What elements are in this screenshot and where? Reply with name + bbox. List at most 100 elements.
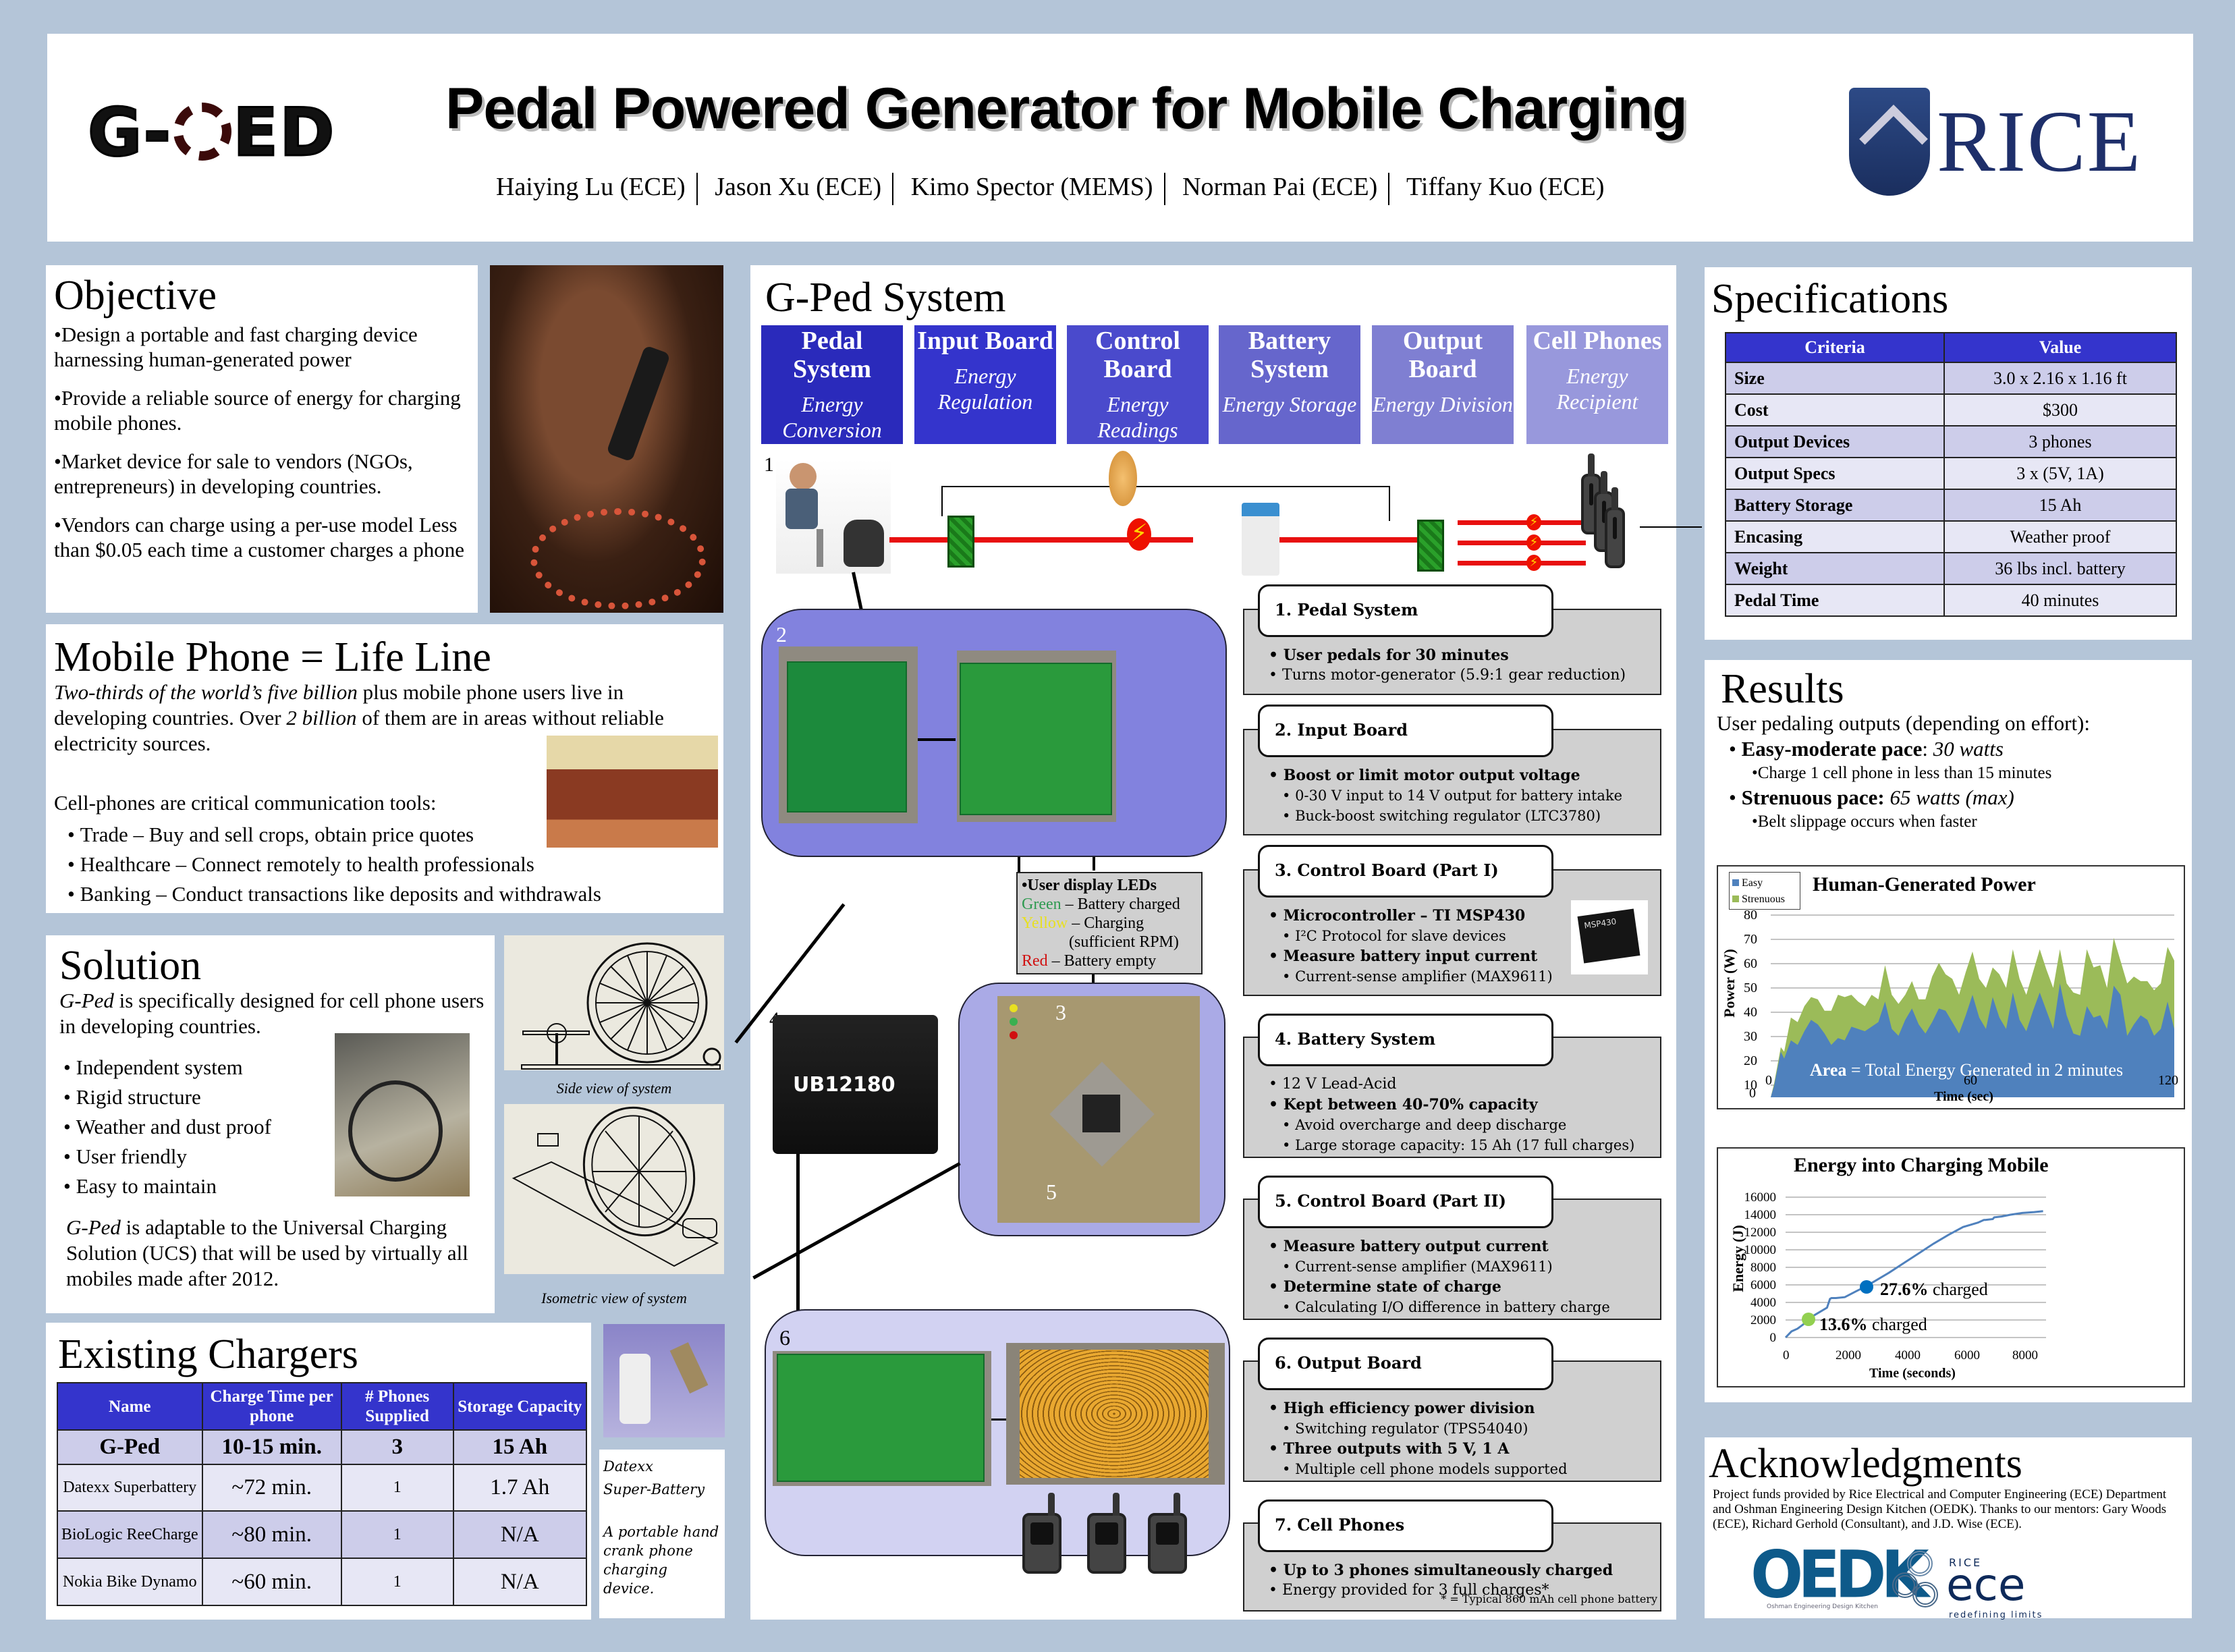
results-strenuous: • Strenuous pace: 65 watts (max) <box>1729 786 2014 809</box>
lightning-icon: ⚡ <box>1526 514 1541 530</box>
energy-charging-chart: Energy into Charging Mobile Energy (J) 1… <box>1717 1147 2185 1387</box>
lifeline-panel: Mobile Phone = Life Line Two-thirds of t… <box>46 624 723 913</box>
marker-label: 27.6% 27.6% chargedcharged <box>1880 1279 1988 1299</box>
battery-icon <box>1242 503 1279 576</box>
gear-icon <box>173 103 232 161</box>
ece-logo: ece <box>1946 1559 2026 1611</box>
step-input-board: 2. Input Board • Boost or limit motor ou… <box>1243 705 1661 837</box>
control-board-group: 3 5 <box>958 983 1225 1236</box>
stage-output-board: Output Board Energy Division <box>1372 325 1514 444</box>
svg-text:6000: 6000 <box>1750 1278 1776 1292</box>
cell-phone-icon <box>1087 1493 1126 1574</box>
lifeline-tool: Banking – Conduct transactions like depo… <box>67 879 601 909</box>
step-battery-system: 4. Battery System • 12 V Lead-Acid • Kep… <box>1243 1006 1661 1159</box>
table-row: Encasing Weather proof <box>1725 520 2177 553</box>
solution-panel: Solution G-Ped is specifically designed … <box>46 935 495 1313</box>
system-title: G-Ped System <box>765 275 1006 321</box>
lifeline-tool: Healthcare – Connect remotely to health … <box>67 850 601 879</box>
column-header: Value <box>1943 332 2177 363</box>
column-header: Storage Capacity <box>452 1382 587 1431</box>
input-board-group: 2 <box>761 609 1227 857</box>
solution-title: Solution <box>59 943 202 989</box>
existing-chargers-panel: Existing Chargers Name Charge Time per p… <box>46 1323 591 1620</box>
svg-text:80: 80 <box>1744 908 1757 923</box>
author: Tiffany Kuo (ECE) <box>1406 173 1605 201</box>
step-control-board-1: 3. Control Board (Part I) • Microcontrol… <box>1243 845 1661 997</box>
table-row: Output Specs 3 x (5V, 1A) <box>1725 457 2177 490</box>
table-row: Nokia Bike Dynamo ~60 min. 1 N/A <box>57 1558 587 1606</box>
brain-icon <box>1109 451 1137 506</box>
svg-text:4000: 4000 <box>1750 1296 1776 1310</box>
lightning-icon: ⚡ <box>1526 534 1541 551</box>
rice-ece-knot-icon <box>1892 1545 1938 1613</box>
output-board-pcb-icon <box>1417 520 1444 572</box>
column-header: Charge Time per phone <box>201 1382 342 1431</box>
svg-text:2000: 2000 <box>1750 1313 1776 1327</box>
child-with-phone-photo <box>490 265 723 613</box>
ece-logo-top: RICE <box>1949 1556 1983 1569</box>
poster-title: Pedal Powered Generator for Mobile Charg… <box>445 76 1688 141</box>
cad-side-view <box>504 935 724 1070</box>
output-board-photo <box>773 1351 991 1486</box>
rice-logo: RICE <box>1849 88 2142 196</box>
results-easy-note: •Charge 1 cell phone in less than 15 min… <box>1752 764 2052 782</box>
solution-bullet: Rigid structure <box>63 1082 271 1112</box>
solution-bullet: User friendly <box>63 1142 271 1172</box>
svg-text:20: 20 <box>1744 1053 1757 1068</box>
exercise-bike-photo <box>776 459 891 574</box>
solution-bullet: Easy to maintain <box>63 1172 271 1201</box>
rice-shield-icon <box>1849 88 1930 196</box>
author: Jason Xu (ECE) <box>715 173 882 201</box>
svg-text:40: 40 <box>1744 1005 1757 1020</box>
x-tick: 2000 <box>1836 1348 1861 1362</box>
marker-13-6 <box>1802 1313 1815 1326</box>
column-header: Name <box>57 1382 203 1431</box>
svg-text:50: 50 <box>1744 981 1757 995</box>
table-row: Size 3.0 x 2.16 x 1.16 ft <box>1725 362 2177 395</box>
output-board-group: 6 <box>765 1309 1230 1574</box>
table-row: Output Devices 3 phones <box>1725 425 2177 458</box>
svg-text:Area = Total Energy Generated: Area = Total Energy Generated in 2 minut… <box>1810 1060 2123 1080</box>
step-control-board-2: 5. Control Board (Part II) • Measure bat… <box>1243 1167 1661 1321</box>
max9611-board-photo <box>957 651 1116 822</box>
step-output-board: 6. Output Board • High efficiency power … <box>1243 1329 1661 1483</box>
human-power-chart: Easy Strenuous Human-Generated Power Pow… <box>1717 865 2185 1109</box>
marker-label: 13.6% 13.6% chargedcharged <box>1819 1315 1927 1334</box>
table-row: BioLogic ReeCharge ~80 min. 1 N/A <box>57 1510 587 1559</box>
cell-phone-icon <box>1148 1493 1187 1574</box>
chart-legend: Easy Strenuous <box>1729 872 1800 910</box>
oedk-subtitle: Oshman Engineering Design Kitchen <box>1767 1603 1878 1610</box>
phone-icon <box>606 345 671 462</box>
svg-text:30: 30 <box>1744 1029 1757 1044</box>
objective-bullet: •Provide a reliable source of energy for… <box>54 386 461 435</box>
author: Haiying Lu (ECE) <box>496 173 686 201</box>
author: Kimo Spector (MEMS) <box>910 173 1153 201</box>
chart-title: Human-Generated Power <box>1813 873 2036 896</box>
stage-control-board: Control Board Energy Readings <box>1067 325 1209 444</box>
lightning-icon: ⚡ <box>1526 555 1541 571</box>
ece-logo-sub: redefining limits <box>1949 1610 2043 1620</box>
existing-chargers-title: Existing Chargers <box>58 1331 358 1377</box>
step-pedal-system: 1. Pedal System • User pedals for 30 min… <box>1243 584 1661 696</box>
svg-text:70: 70 <box>1744 932 1757 947</box>
cad-side-caption: Side view of system <box>556 1080 672 1097</box>
label-1: 1 <box>764 453 774 476</box>
control-board-photo <box>997 996 1200 1223</box>
lightning-icon: ⚡ <box>1127 518 1151 551</box>
lifeline-intro: Two-thirds of the world’s five billion p… <box>54 680 664 755</box>
solution-bullet: Independent system <box>63 1053 271 1082</box>
objective-bullet: •Vendors can charge using a per-use mode… <box>54 513 465 561</box>
table-row: Weight 36 lbs incl. battery <box>1725 552 2177 585</box>
label-5: 5 <box>1046 1180 1057 1204</box>
results-easy: • Easy-moderate pace: 30 watts <box>1729 737 2004 761</box>
x-axis-label: Time (seconds) <box>1869 1366 1956 1381</box>
x-tick: 4000 <box>1895 1348 1921 1362</box>
solution-bullet: Weather and dust proof <box>63 1112 271 1142</box>
lifeline-tool: Trade – Buy and sell crops, obtain price… <box>67 820 601 850</box>
acknowledgments-title: Acknowledgments <box>1709 1441 2022 1487</box>
table-row: Datexx Superbattery ~72 min. 1 1.7 Ah <box>57 1464 587 1512</box>
lifeline-title: Mobile Phone = Life Line <box>54 634 491 680</box>
line-plot: 16000 14000 12000 10000 8000 6000 4000 2000 0 <box>1744 1190 2046 1345</box>
ltc3780-board-photo <box>779 646 918 823</box>
